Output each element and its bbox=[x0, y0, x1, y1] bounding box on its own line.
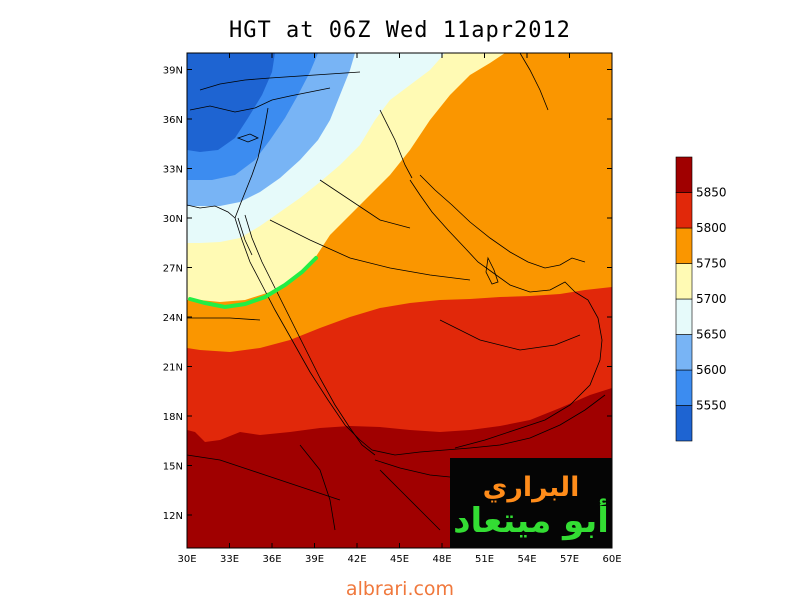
legend-color-box bbox=[675, 192, 693, 229]
x-axis: 30E 33E 36E 39E 42E 45E 48E 51E 54E 57E 60E bbox=[177, 53, 622, 565]
color-legend: 5550 5600 5650 5700 5750 5800 5850 bbox=[675, 156, 727, 442]
legend-color-box bbox=[675, 334, 693, 371]
highlight-contour-line bbox=[188, 256, 318, 310]
legend-level-label: 5650 bbox=[696, 328, 727, 342]
x-tick-label: 48E bbox=[432, 554, 451, 565]
x-tick-label: 54E bbox=[517, 554, 536, 565]
footer-url[interactable]: albrari.com bbox=[345, 578, 455, 600]
y-tick-label: 30N bbox=[163, 214, 183, 225]
legend-level-label: 5550 bbox=[696, 399, 727, 413]
coastlines bbox=[187, 53, 606, 531]
height-field bbox=[187, 53, 612, 548]
x-tick-label: 39E bbox=[305, 554, 324, 565]
y-tick-label: 12N bbox=[163, 511, 183, 522]
x-tick-label: 57E bbox=[560, 554, 579, 565]
legend-color-box bbox=[675, 405, 693, 442]
legend-color-box bbox=[675, 263, 693, 300]
x-tick-label: 60E bbox=[602, 554, 621, 565]
y-tick-label: 27N bbox=[163, 264, 183, 275]
page-title: HGT at 06Z Wed 11apr2012 bbox=[229, 18, 571, 43]
legend-level-label: 5750 bbox=[696, 257, 727, 271]
legend-color-box bbox=[675, 227, 693, 264]
y-tick-label: 15N bbox=[163, 462, 183, 473]
y-tick-label: 36N bbox=[163, 115, 183, 126]
x-tick-label: 51E bbox=[475, 554, 494, 565]
x-tick-label: 33E bbox=[220, 554, 239, 565]
watermark-line2: أبو ميتعاد bbox=[453, 498, 609, 541]
watermark-line1: البراري bbox=[483, 472, 580, 503]
band-below-5550 bbox=[187, 53, 275, 152]
y-axis: 12N 15N 18N 21N 24N 27N 30N 33N 36N 39N bbox=[163, 66, 612, 522]
legend-level-label: 5800 bbox=[696, 221, 727, 235]
watermark-logo: البراري أبو ميتعاد bbox=[450, 458, 612, 548]
x-tick-label: 45E bbox=[390, 554, 409, 565]
y-tick-label: 39N bbox=[163, 66, 183, 77]
legend-level-label: 5700 bbox=[696, 292, 727, 306]
legend-color-box bbox=[675, 369, 693, 406]
y-tick-label: 33N bbox=[163, 165, 183, 176]
legend-level-label: 5850 bbox=[696, 186, 727, 200]
x-tick-label: 36E bbox=[262, 554, 281, 565]
y-tick-label: 21N bbox=[163, 363, 183, 374]
legend-color-box bbox=[675, 298, 693, 335]
legend-color-box bbox=[675, 156, 693, 193]
y-tick-label: 18N bbox=[163, 412, 183, 423]
y-tick-label: 24N bbox=[163, 313, 183, 324]
legend-level-label: 5600 bbox=[696, 363, 727, 377]
x-tick-label: 42E bbox=[347, 554, 366, 565]
x-tick-label: 30E bbox=[177, 554, 196, 565]
